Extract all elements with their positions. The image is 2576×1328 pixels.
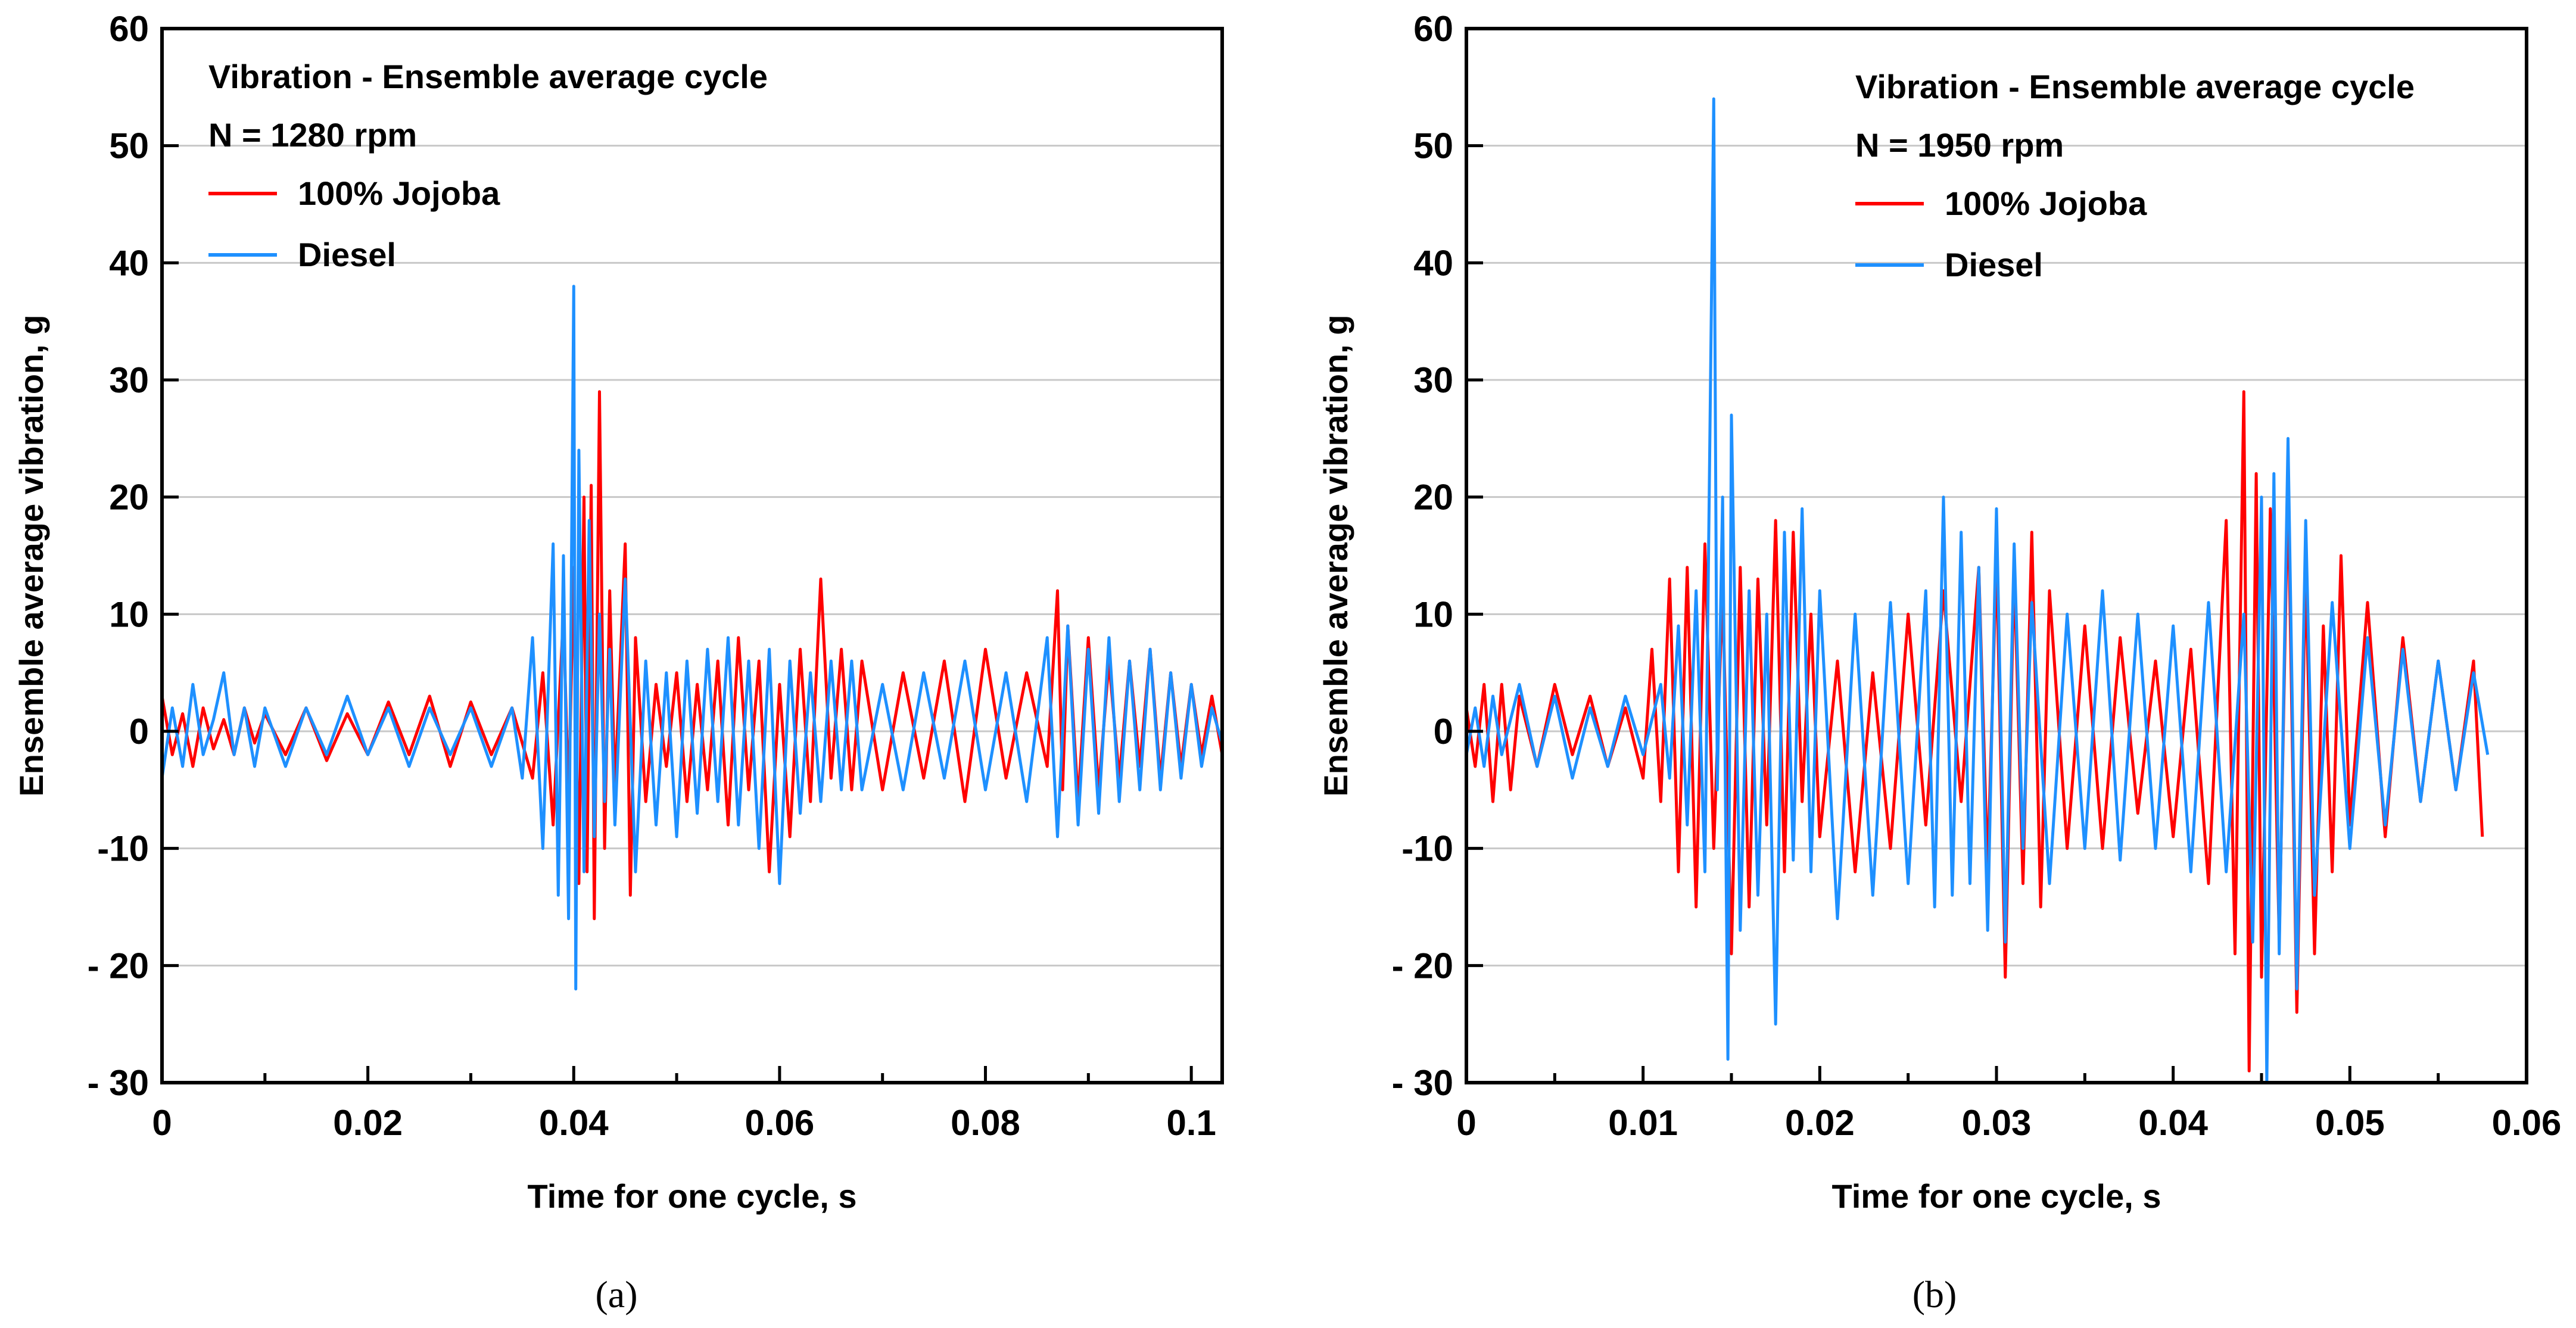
y-tick-label: -10: [1401, 829, 1453, 869]
chart-panel-a: 0 0.02 0.04 0.06 0.08 0.1 - 30 - 20 -10 0 10 20 30 40…: [13, 9, 1224, 1315]
panel-caption: (b): [1912, 1273, 1957, 1315]
legend-entry-diesel: Diesel: [298, 236, 396, 273]
series-line-diesel: [1465, 97, 2490, 1084]
y-tick-label: 20: [1413, 478, 1453, 518]
chart-panel-b: 0 0.01 0.02 0.03 0.04 0.05 0.06 - 30 - 20 -10 0 10 2…: [1317, 9, 2561, 1315]
legend-entry-diesel: Diesel: [1945, 246, 2043, 283]
x-tick-label: 0.02: [333, 1103, 403, 1143]
y-tick-label: - 30: [88, 1063, 149, 1103]
y-axis-title: Ensemble average vibration, g: [1317, 314, 1354, 796]
y-tick-label: 60: [109, 9, 149, 49]
x-tick-label: 0.03: [1962, 1103, 2032, 1143]
x-axis-title: Time for one cycle, s: [528, 1177, 857, 1215]
axis-ticks: 0 0.01 0.02 0.03 0.04 0.05 0.06 - 30 - 20 -10 0 10 2…: [1392, 9, 2562, 1143]
y-tick-label: 0: [1434, 712, 1453, 752]
y-tick-label: 0: [129, 712, 149, 752]
y-tick-label: 40: [109, 243, 149, 283]
series-line-jojoba: [160, 390, 1224, 921]
series-lines: [160, 285, 1224, 991]
legend: Vibration - Ensemble average cycle N = 1…: [208, 58, 768, 273]
x-tick-label: 0.01: [1608, 1103, 1678, 1143]
y-tick-label: 50: [109, 126, 149, 166]
legend-subtitle: N = 1280 rpm: [208, 116, 417, 154]
legend: Vibration - Ensemble average cycle N = 1…: [1855, 68, 2415, 283]
y-tick-label: -10: [97, 829, 149, 869]
legend-title: Vibration - Ensemble average cycle: [1855, 68, 2415, 105]
y-tick-label: 50: [1413, 126, 1453, 166]
y-tick-label: 10: [1413, 594, 1453, 634]
x-tick-label: 0.04: [539, 1103, 609, 1143]
y-tick-label: - 20: [1392, 946, 1453, 986]
x-tick-label: 0.06: [2492, 1103, 2562, 1143]
axis-ticks: 0 0.02 0.04 0.06 0.08 0.1 - 30 - 20 -10 0 10 20 30 40…: [88, 9, 1216, 1143]
legend-subtitle: N = 1950 rpm: [1855, 126, 2064, 164]
legend-entry-jojoba: 100% Jojoba: [1945, 185, 2147, 222]
y-tick-label: 20: [109, 478, 149, 518]
x-tick-label: 0.05: [2315, 1103, 2385, 1143]
plot-frame: [160, 27, 1224, 1084]
x-axis-title: Time for one cycle, s: [1832, 1177, 2161, 1215]
legend-entry-jojoba: 100% Jojoba: [298, 174, 500, 212]
y-tick-label: - 30: [1392, 1063, 1453, 1103]
y-axis-title: Ensemble average vibration, g: [13, 314, 50, 796]
y-tick-label: 10: [109, 594, 149, 634]
y-tick-label: - 20: [88, 946, 149, 986]
series-line-diesel: [160, 285, 1224, 991]
y-tick-label: 60: [1413, 9, 1453, 49]
y-tick-label: 30: [1413, 360, 1453, 400]
legend-title: Vibration - Ensemble average cycle: [208, 58, 768, 95]
x-tick-label: 0: [152, 1103, 172, 1143]
y-tick-label: 40: [1413, 243, 1453, 283]
series-lines: [1465, 97, 2490, 1084]
x-tick-label: 0.08: [951, 1103, 1020, 1143]
panel-caption: (a): [595, 1273, 637, 1315]
x-tick-label: 0.02: [1785, 1103, 1855, 1143]
y-tick-label: 30: [109, 360, 149, 400]
x-tick-label: 0.06: [745, 1103, 815, 1143]
x-tick-label: 0.1: [1166, 1103, 1216, 1143]
x-tick-label: 0: [1456, 1103, 1476, 1143]
x-tick-label: 0.04: [2138, 1103, 2208, 1143]
grid-lines: [1466, 145, 2527, 967]
